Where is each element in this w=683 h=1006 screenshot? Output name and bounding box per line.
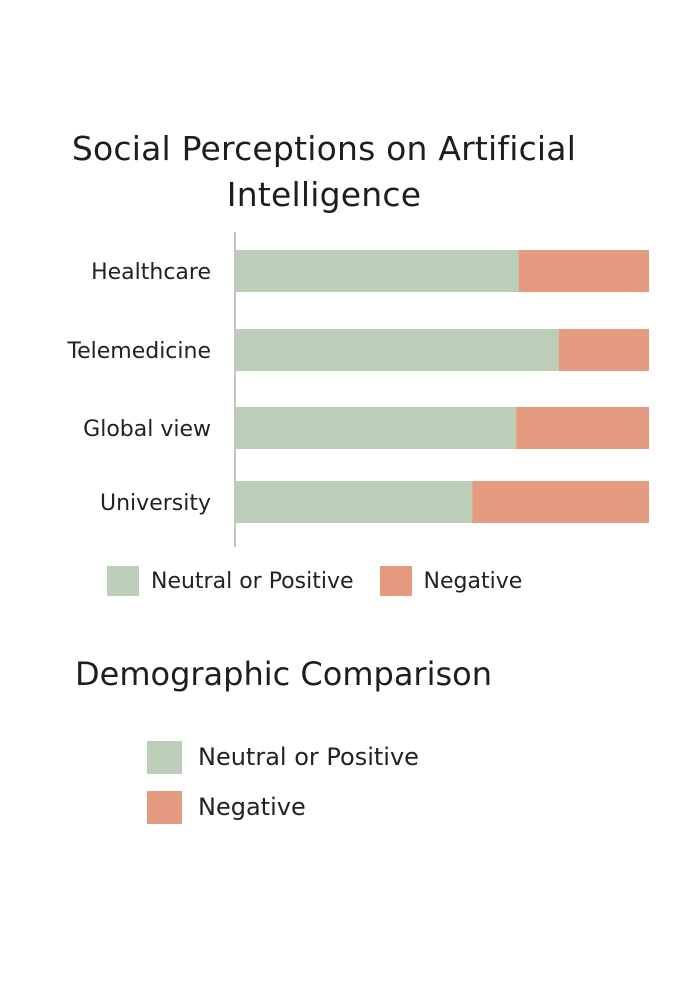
demographic-swatch-positive	[147, 740, 182, 774]
chart-title: Social Perceptions on Artificial Intellig…	[71, 129, 577, 214]
section-title-demographic: Demographic Comparison	[75, 655, 492, 693]
legend-swatch-positive	[107, 566, 139, 596]
bar-negative	[518, 250, 649, 292]
bar-positive	[235, 250, 519, 292]
legend-item-positive: Neutral or Positive	[107, 566, 354, 596]
legend-label-negative: Negative	[423, 568, 523, 594]
bar-negative	[516, 407, 649, 449]
category-label: Healthcare	[91, 260, 211, 285]
category-label: Telemedicine	[66, 339, 211, 364]
bar-positive	[235, 481, 473, 523]
demographic-swatch-negative	[147, 790, 182, 824]
demographic-legend-item-positive: Neutral or Positive	[147, 740, 419, 774]
legend-item-negative: Negative	[379, 566, 523, 596]
demographic-label-positive: Neutral or Positive	[198, 743, 419, 771]
chart-legend: Neutral or Positive Negative	[107, 566, 522, 596]
demographic-label-negative: Negative	[198, 793, 306, 821]
demographic-legend: Neutral or Positive Negative	[147, 740, 419, 840]
bar-negative	[558, 329, 649, 371]
bar-positive	[235, 329, 559, 371]
legend-swatch-negative	[379, 566, 412, 596]
bar-negative	[472, 481, 649, 523]
category-label: Global view	[83, 417, 211, 442]
demographic-legend-item-negative: Negative	[147, 790, 306, 824]
bar-positive	[235, 407, 517, 449]
legend-label-positive: Neutral or Positive	[151, 568, 354, 594]
category-label: University	[100, 491, 211, 516]
stacked-bar-chart: Healthcare Telemedicine Global view Univers…	[66, 232, 649, 547]
